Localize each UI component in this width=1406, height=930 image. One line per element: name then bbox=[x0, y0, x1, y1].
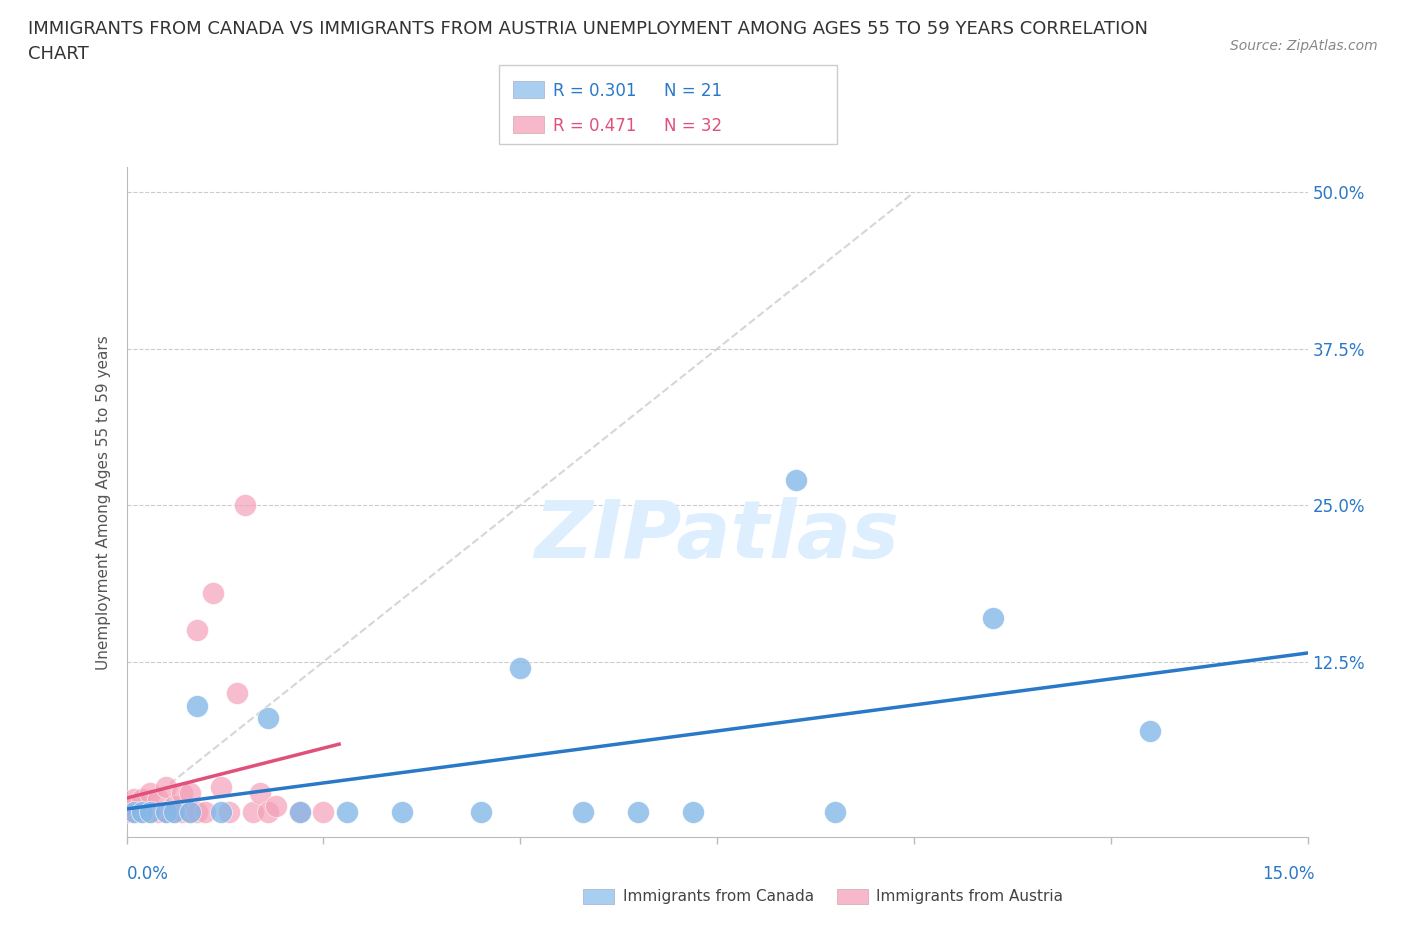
Point bbox=[124, 804, 146, 819]
Point bbox=[312, 804, 335, 819]
Point bbox=[163, 798, 186, 813]
Text: CHART: CHART bbox=[28, 45, 89, 62]
Point bbox=[124, 804, 146, 819]
Point bbox=[1139, 724, 1161, 738]
Text: R = 0.301: R = 0.301 bbox=[553, 82, 636, 100]
Point bbox=[170, 786, 193, 801]
Point bbox=[242, 804, 264, 819]
Text: N = 21: N = 21 bbox=[664, 82, 721, 100]
Text: R = 0.471: R = 0.471 bbox=[553, 117, 636, 136]
Point bbox=[288, 804, 311, 819]
Point bbox=[155, 804, 177, 819]
Point bbox=[209, 804, 232, 819]
Point bbox=[139, 804, 162, 819]
Point bbox=[179, 804, 201, 819]
Point bbox=[824, 804, 846, 819]
Point bbox=[336, 804, 359, 819]
Point bbox=[146, 792, 169, 807]
Point bbox=[186, 623, 208, 638]
Text: Immigrants from Canada: Immigrants from Canada bbox=[623, 889, 814, 904]
Point bbox=[115, 798, 138, 813]
Text: Immigrants from Austria: Immigrants from Austria bbox=[876, 889, 1063, 904]
Point bbox=[288, 804, 311, 819]
Point bbox=[139, 786, 162, 801]
Point bbox=[509, 660, 531, 675]
Point bbox=[209, 779, 232, 794]
Text: ZIPatlas: ZIPatlas bbox=[534, 497, 900, 575]
Point bbox=[131, 804, 153, 819]
Point bbox=[115, 804, 138, 819]
Point bbox=[249, 786, 271, 801]
Point bbox=[179, 804, 201, 819]
Text: N = 32: N = 32 bbox=[664, 117, 721, 136]
Point bbox=[225, 685, 247, 700]
Point bbox=[627, 804, 650, 819]
Point bbox=[131, 792, 153, 807]
Point bbox=[981, 610, 1004, 625]
Point bbox=[194, 804, 217, 819]
Point bbox=[264, 798, 287, 813]
Point bbox=[163, 804, 186, 819]
Point bbox=[124, 792, 146, 807]
Point bbox=[233, 498, 256, 512]
Text: Source: ZipAtlas.com: Source: ZipAtlas.com bbox=[1230, 39, 1378, 53]
Point bbox=[186, 804, 208, 819]
Y-axis label: Unemployment Among Ages 55 to 59 years: Unemployment Among Ages 55 to 59 years bbox=[96, 335, 111, 670]
Text: IMMIGRANTS FROM CANADA VS IMMIGRANTS FROM AUSTRIA UNEMPLOYMENT AMONG AGES 55 TO : IMMIGRANTS FROM CANADA VS IMMIGRANTS FRO… bbox=[28, 20, 1149, 38]
Point bbox=[202, 586, 225, 601]
Point bbox=[163, 804, 186, 819]
Point bbox=[785, 472, 807, 487]
Point bbox=[179, 786, 201, 801]
Point bbox=[682, 804, 704, 819]
Point bbox=[155, 804, 177, 819]
Text: 15.0%: 15.0% bbox=[1263, 865, 1315, 883]
Point bbox=[470, 804, 492, 819]
Point bbox=[131, 804, 153, 819]
Point bbox=[146, 804, 169, 819]
Text: 0.0%: 0.0% bbox=[127, 865, 169, 883]
Point bbox=[572, 804, 595, 819]
Point bbox=[218, 804, 240, 819]
Point bbox=[257, 804, 280, 819]
Point bbox=[155, 779, 177, 794]
Point bbox=[170, 804, 193, 819]
Point bbox=[391, 804, 413, 819]
Point bbox=[139, 804, 162, 819]
Point bbox=[186, 698, 208, 713]
Point bbox=[257, 711, 280, 725]
